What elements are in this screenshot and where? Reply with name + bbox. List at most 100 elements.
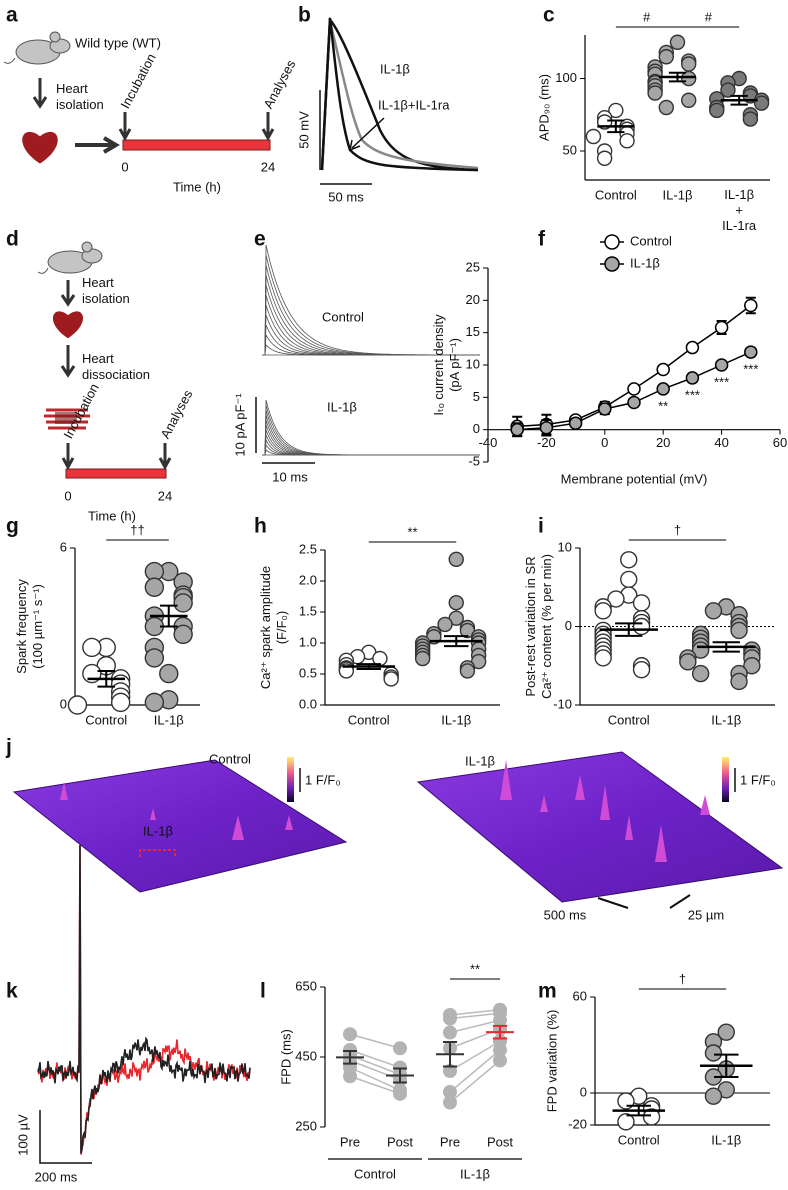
data-point [594,602,612,620]
spark-peaks [60,760,710,862]
text-line: IL-1ra [722,219,757,234]
text-line: Heart [82,352,114,367]
scale-label: 200 ms [35,1169,78,1184]
panel-label: j [5,736,12,759]
data-point [658,99,674,116]
arrow [348,117,385,152]
panel-label: d [6,228,19,251]
data-point [383,671,399,687]
pair-line [449,1009,501,1016]
text-line: (pA pF⁻¹) [447,338,462,392]
text-line: Iₜₒ current density [432,314,447,416]
text-line: Post-rest variation in SR [524,556,539,696]
data-point [656,382,670,396]
pair-line [349,1066,401,1091]
sig-label: *** [685,387,700,402]
y-tick-label: 60 [573,988,587,1003]
data-point [393,1041,407,1056]
data-point [627,382,641,396]
scale-bar [299,768,736,792]
data-point [685,340,700,355]
panel-label: b [298,4,311,27]
data-point [620,570,638,589]
colorbar-label: 1 F/F₀ [740,772,776,787]
data-point [730,621,748,640]
data-point [620,551,638,569]
y-tick-label: -5 [468,453,480,468]
y-axis-label: FPD (ms) [278,1029,293,1085]
y-tick-label: 10 [558,539,572,554]
label: 24 [158,488,172,503]
x-tick-label: IL-1β [154,712,184,727]
y-tick-label: 250 [295,1118,317,1133]
data-point [656,362,670,377]
data-point [714,320,729,335]
ap-trace [320,17,479,172]
label: 0 [64,488,71,503]
y-tick-label: 0.0 [299,696,317,711]
data-point [704,602,723,620]
data-point [443,1064,457,1078]
data-point [173,593,193,613]
arrow [75,136,120,154]
sig-label: ** [407,524,417,539]
data-point [448,595,464,611]
data-point [110,692,131,713]
panel-label: f [538,228,546,251]
label: Wild type (WT) [75,35,161,50]
data-point [619,133,635,149]
data-point [144,692,165,713]
data-point [658,49,674,65]
ap-trace [320,21,479,171]
data-point [607,590,625,608]
scale-bar [597,894,691,909]
text-line: Spark frequency [15,579,30,674]
pair-line [449,1019,501,1034]
data-point [744,298,758,313]
scale-bar [255,397,315,464]
x-tick-label: IL-1β [663,187,693,202]
data-point [642,1108,661,1126]
y-tick-label: 20 [466,292,480,307]
data-point [67,695,88,715]
data-point [493,1043,507,1057]
y-tick-label: 0 [580,1084,587,1099]
voltage-trace [37,844,251,1154]
text-line: Heart [56,82,88,97]
x-tick-label: IL-1β + IL-1ra [722,187,757,233]
data-point [704,1087,723,1105]
text-line: Ca²⁺ content (% per min) [539,554,554,699]
legend-label: Control [630,233,672,248]
sem-bar [443,1040,457,1068]
cells-icon [44,408,90,430]
y-tick-label: 450 [295,1048,317,1063]
text-line: isolation [56,97,104,112]
arrow [61,443,172,471]
label: Heart isolation [56,82,104,113]
arrow [32,78,48,109]
mouse-icon [3,31,71,65]
ap-trace [320,17,479,172]
scale-bar [39,1110,92,1164]
data-point [443,1025,457,1040]
timeline-bar [65,468,167,479]
y-tick-label: 0 [60,696,67,711]
data-point [343,1027,357,1042]
sig-label: ** [470,961,480,976]
data-point [669,34,686,50]
pair-line [449,1049,501,1093]
pair-line [349,1075,401,1095]
sig-label: *** [714,374,729,389]
heart-icon [22,131,58,164]
data-point [598,402,612,416]
data-point [647,85,663,101]
sig-label: *** [743,362,758,377]
scale-label: 100 µV [15,1114,30,1156]
data-point [493,1053,507,1068]
y-tick-label: -10 [553,696,572,711]
sem-bar [160,604,178,628]
scale-label: 10 pA pF⁻¹ [232,393,247,457]
data-point [443,1095,457,1110]
x-tick-label: 20 [656,435,670,450]
data-point [742,111,759,127]
